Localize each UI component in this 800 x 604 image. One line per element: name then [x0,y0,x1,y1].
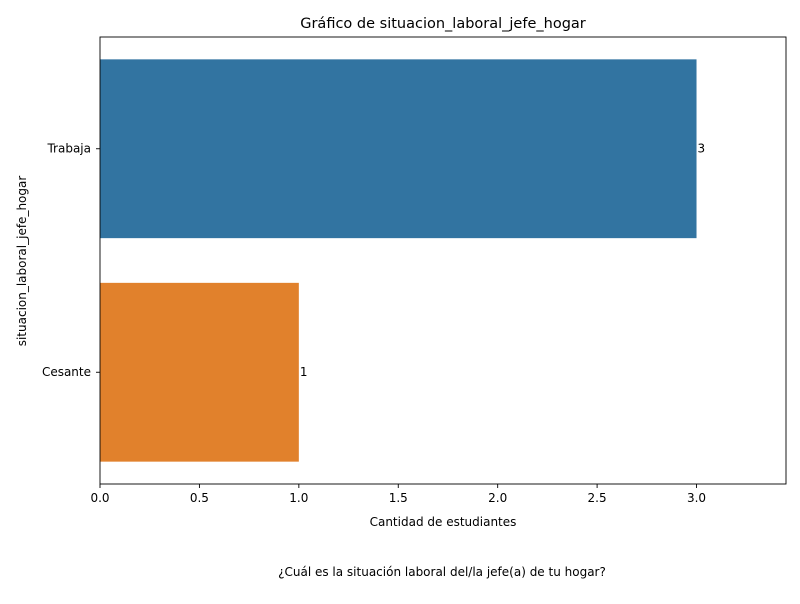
chart-title: Gráfico de situacion_laboral_jefe_hogar [300,16,586,32]
y-axis-label: situacion_laboral_jefe_hogar [15,176,29,347]
bars-group [100,59,697,462]
x-tick-label: 3.0 [687,491,706,505]
x-tick-label: 0.5 [190,491,209,505]
data-label-trabaja: 3 [698,141,706,155]
y-axis: Trabaja Cesante [42,141,100,379]
x-tick-label: 1.0 [289,491,308,505]
plot-frame [99,36,787,485]
x-tick-label: 2.5 [588,491,607,505]
bar-cesante [100,282,299,462]
x-axis: 0.0 0.5 1.0 1.5 2.0 2.5 3.0 [90,484,706,505]
data-labels-group: 31 [300,141,705,379]
x-tick-label: 1.5 [389,491,408,505]
data-label-cesante: 1 [300,365,308,379]
chart-caption: ¿Cuál es la situación laboral del/la jef… [278,565,606,579]
bar-trabaja [100,59,697,239]
x-axis-label: Cantidad de estudiantes [370,515,517,529]
x-tick-label: 2.0 [488,491,507,505]
y-tick-label-cesante: Cesante [42,365,91,379]
x-tick-label: 0.0 [90,491,109,505]
y-tick-label-trabaja: Trabaja [46,141,91,155]
